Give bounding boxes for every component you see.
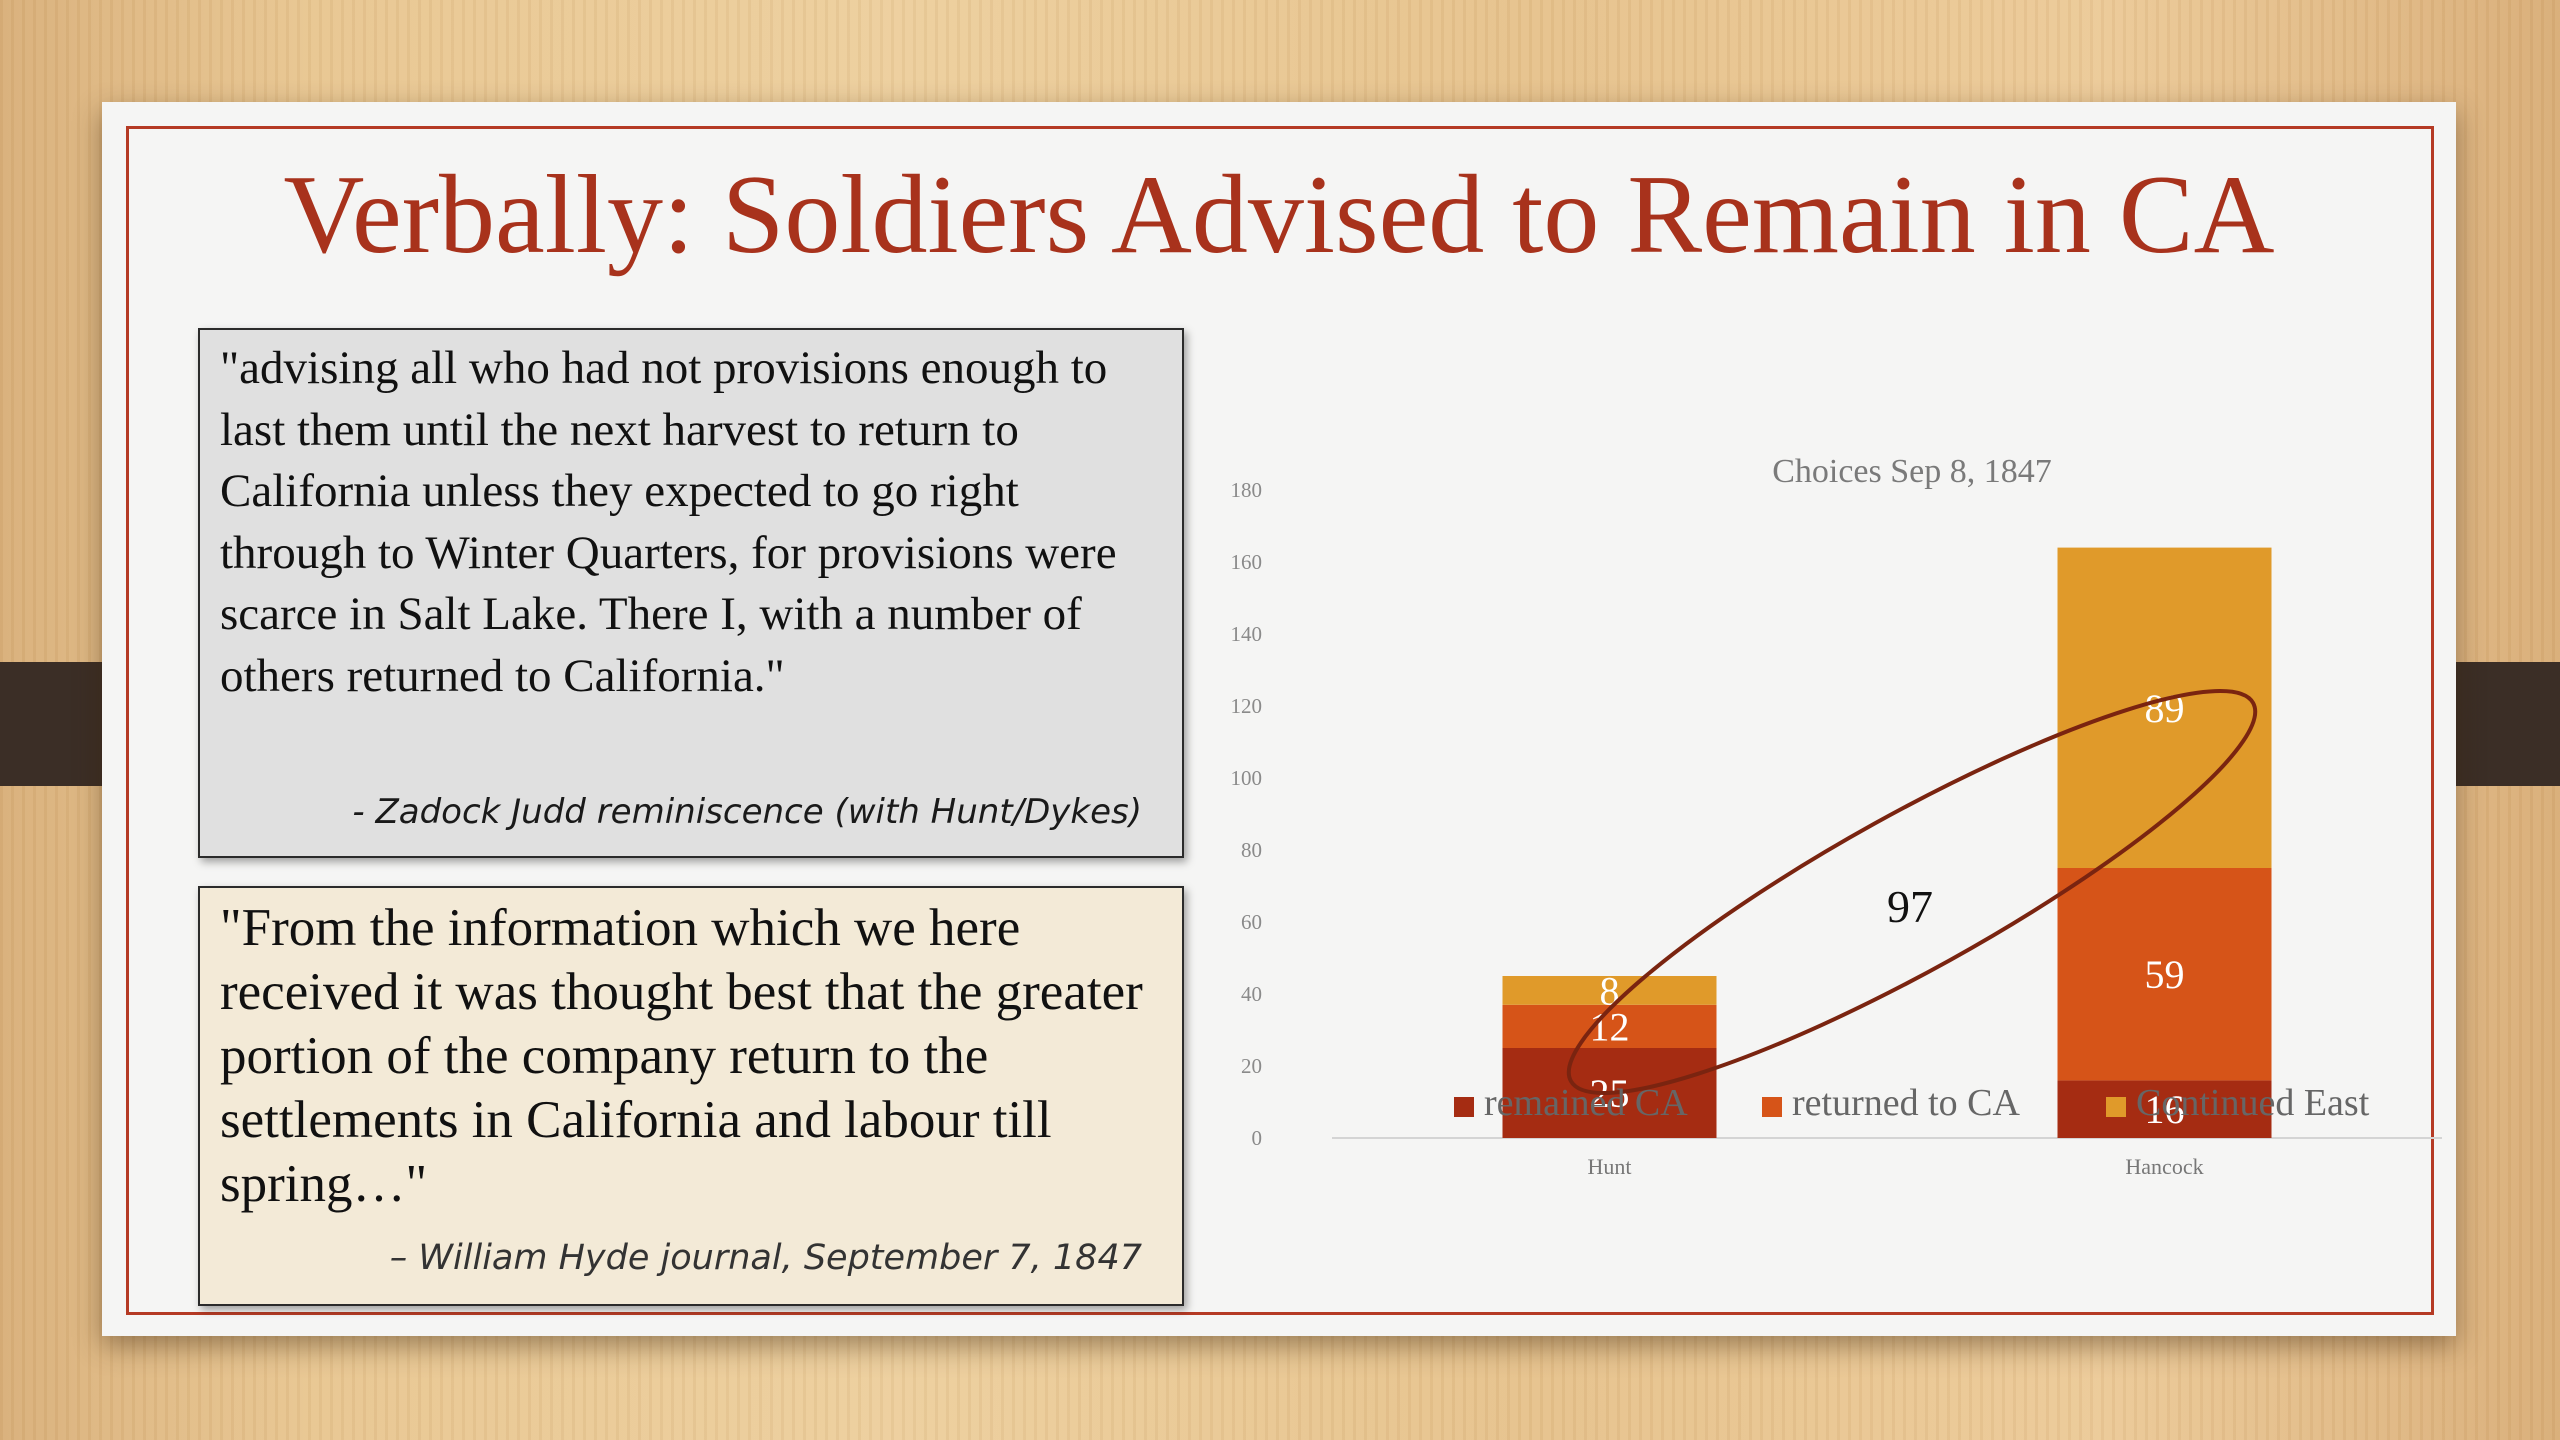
data-label-hancock-2: 59 (2145, 952, 2185, 997)
y-tick-label-3: 60 (1241, 910, 1262, 934)
legend-swatch-2 (1762, 1097, 1782, 1117)
bar-hancock-3 (2057, 547, 2272, 868)
x-tick-label-1: Hancock (2125, 1154, 2203, 1179)
quote-hyde-citation: – William Hyde journal, September 7, 184… (389, 1238, 1142, 1278)
bar-hunt-2 (1502, 1004, 1717, 1048)
y-tick-label-1: 20 (1241, 1054, 1262, 1078)
y-tick-label-9: 180 (1231, 478, 1263, 502)
bar-hancock-2 (2057, 868, 2272, 1081)
annotation-ellipse (1566, 688, 2258, 1096)
legend-swatch-3 (2106, 1097, 2126, 1117)
slide: Verbally: Soldiers Advised to Remain in … (102, 102, 2456, 1336)
slide-frame (126, 126, 2434, 1315)
quote-judd: "advising all who had not provisions eno… (198, 328, 1184, 858)
legend-swatch-1 (1454, 1097, 1474, 1117)
annotation-label: 97 (1887, 881, 1933, 932)
legend-label-3: Continued East (2136, 1082, 2370, 1124)
quote-hyde: "From the information which we here rece… (198, 886, 1184, 1306)
quote-judd-text: "advising all who had not provisions eno… (220, 342, 1117, 702)
stacked-bar-chart: Choices Sep 8, 1847 0 20 40 60 80 100 120 140 160… (1231, 453, 2442, 1179)
y-tick-label-5: 100 (1231, 766, 1263, 790)
y-tick-label-2: 40 (1241, 982, 1262, 1006)
chart-title: Choices Sep 8, 1847 (1772, 453, 2052, 490)
data-label-hancock-3: 89 (2145, 686, 2185, 731)
quote-hyde-text: "From the information which we here rece… (220, 899, 1143, 1213)
legend-label-2: returned to CA (1792, 1082, 2021, 1124)
y-tick-label-0: 0 (1252, 1126, 1263, 1150)
y-tick-label-4: 80 (1241, 838, 1262, 862)
slide-title: Verbally: Soldiers Advised to Remain in … (283, 153, 2275, 277)
y-tick-label-7: 140 (1231, 622, 1263, 646)
legend-label-1: remained CA (1484, 1082, 1688, 1124)
y-tick-label-6: 120 (1231, 694, 1263, 718)
quote-judd-citation: - Zadock Judd reminiscence (with Hunt/Dy… (352, 792, 1142, 832)
bar-hunt-3 (1502, 976, 1717, 1005)
data-label-hancock-1: 16 (2145, 1087, 2185, 1132)
y-tick-label-8: 160 (1231, 550, 1263, 574)
x-tick-label-0: Hunt (1588, 1154, 1632, 1179)
bar-hancock-1 (2057, 1080, 2272, 1138)
